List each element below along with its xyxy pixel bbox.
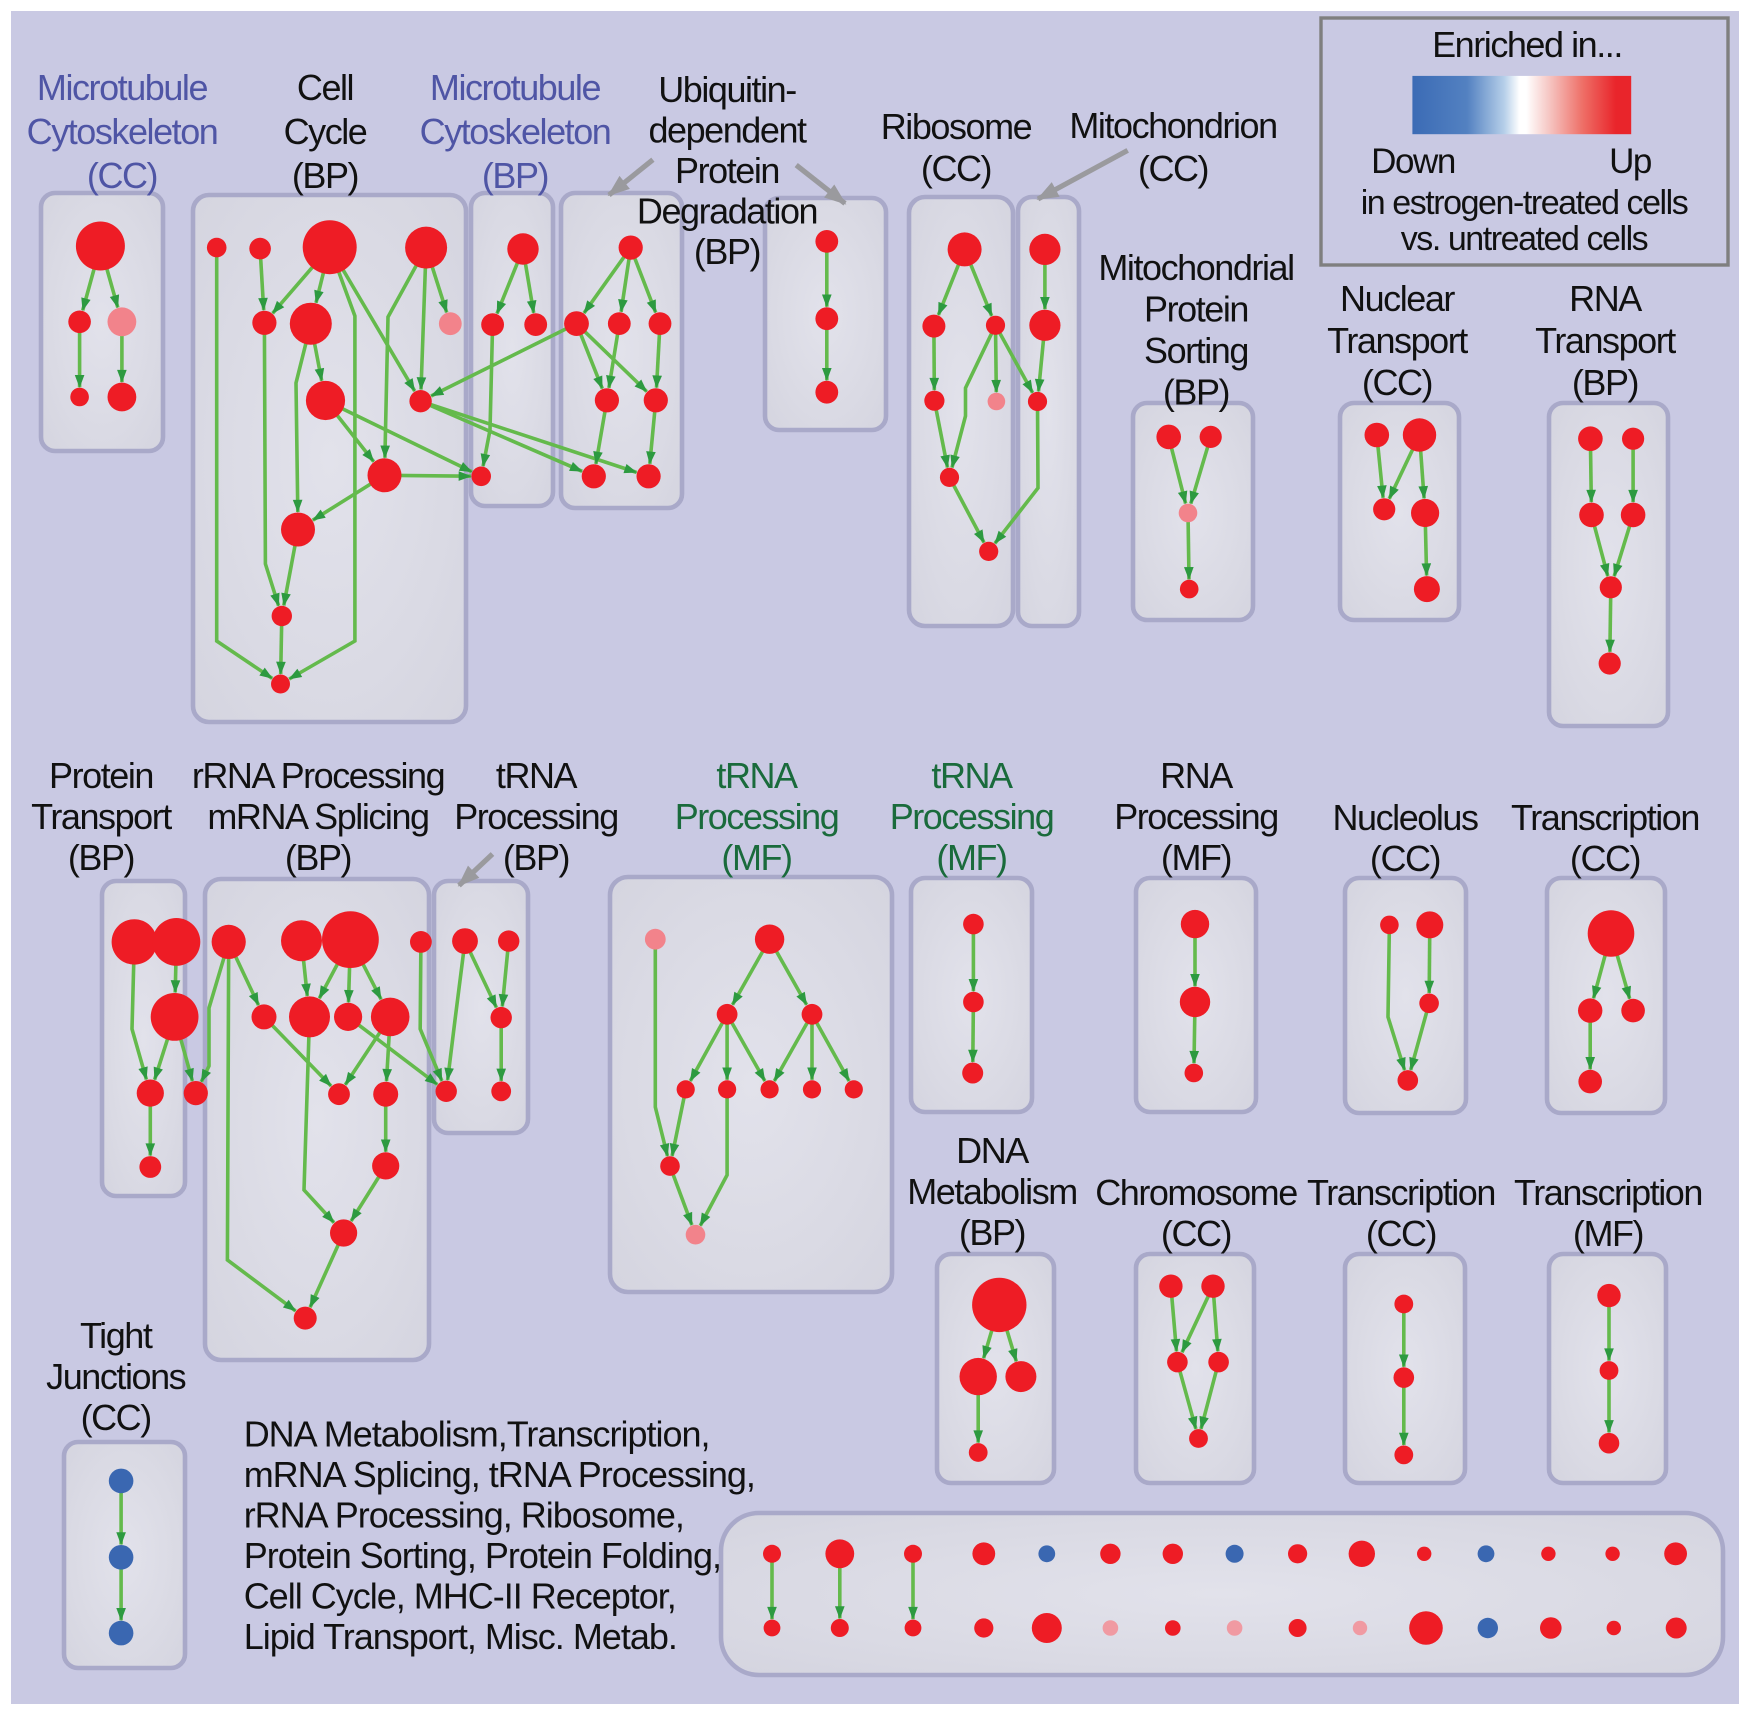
svg-text:(BP): (BP) [1572,362,1638,403]
svg-text:(MF): (MF) [1161,837,1231,878]
svg-text:(CC): (CC) [81,1397,151,1438]
svg-text:Transcription: Transcription [1514,1172,1702,1213]
svg-text:Mitochondrial: Mitochondrial [1098,247,1293,288]
svg-text:(BP): (BP) [694,231,760,272]
svg-text:Processing: Processing [1114,796,1278,837]
svg-text:(MF): (MF) [721,837,791,878]
svg-text:vs. untreated cells: vs. untreated cells [1401,220,1648,258]
svg-text:Cytoskeleton: Cytoskeleton [27,111,218,152]
svg-text:(BP): (BP) [482,155,548,196]
svg-text:Degradation: Degradation [637,191,817,232]
svg-text:Enriched in...: Enriched in... [1432,24,1622,65]
svg-text:Cycle: Cycle [284,111,367,152]
svg-text:(MF): (MF) [1573,1213,1643,1254]
svg-text:Processing: Processing [890,796,1054,837]
svg-text:Sorting: Sorting [1144,330,1248,371]
svg-text:Lipid Transport, Misc. Metab.: Lipid Transport, Misc. Metab. [244,1616,677,1657]
svg-text:mRNA Splicing: mRNA Splicing [207,796,428,837]
svg-text:(CC): (CC) [1366,1213,1436,1254]
svg-text:Chromosome: Chromosome [1095,1172,1297,1213]
svg-text:Transcription: Transcription [1511,797,1699,838]
svg-text:Cytoskeleton: Cytoskeleton [420,111,611,152]
svg-text:Nucleolus: Nucleolus [1332,797,1477,838]
svg-text:DNA: DNA [956,1130,1029,1171]
svg-text:RNA: RNA [1569,278,1642,319]
svg-text:(CC): (CC) [1362,362,1432,403]
svg-text:(BP): (BP) [292,155,358,196]
svg-text:Transport: Transport [1535,320,1676,361]
svg-text:(CC): (CC) [921,148,991,189]
svg-text:(CC): (CC) [1570,838,1640,879]
svg-text:Up: Up [1609,142,1651,181]
svg-text:Nuclear: Nuclear [1340,278,1455,319]
svg-text:RNA: RNA [1160,755,1233,796]
svg-text:(CC): (CC) [87,155,157,196]
svg-text:Protein: Protein [49,755,153,796]
svg-text:(CC): (CC) [1138,148,1208,189]
svg-text:Ribosome: Ribosome [881,106,1032,147]
svg-text:Microtubule: Microtubule [430,67,601,108]
svg-text:Tight: Tight [80,1315,153,1356]
svg-text:DNA Metabolism,Transcription,: DNA Metabolism,Transcription, [244,1414,710,1455]
svg-text:Cell Cycle, MHC-II Receptor,: Cell Cycle, MHC-II Receptor, [244,1576,676,1617]
svg-text:Transcription: Transcription [1307,1172,1495,1213]
svg-text:Transport: Transport [31,796,172,837]
svg-text:(BP): (BP) [1163,372,1229,413]
svg-text:(BP): (BP) [503,837,569,878]
svg-text:Metabolism: Metabolism [907,1171,1077,1212]
svg-text:tRNA: tRNA [716,755,798,796]
svg-text:Protein Sorting, Protein Foldi: Protein Sorting, Protein Folding, [244,1535,721,1576]
svg-text:Down: Down [1371,142,1455,181]
svg-text:tRNA: tRNA [931,755,1013,796]
svg-text:Junctions: Junctions [46,1356,185,1397]
svg-text:Mitochondrion: Mitochondrion [1069,105,1276,146]
svg-text:Processing: Processing [454,796,618,837]
svg-text:Protein: Protein [1144,289,1248,330]
svg-text:Ubiquitin-: Ubiquitin- [658,69,796,110]
svg-text:(BP): (BP) [285,837,351,878]
svg-text:(CC): (CC) [1161,1213,1231,1254]
svg-text:Cell: Cell [297,67,353,108]
svg-text:rRNA Processing, Ribosome,: rRNA Processing, Ribosome, [244,1495,684,1536]
svg-text:rRNA Processing: rRNA Processing [192,755,444,796]
svg-text:tRNA: tRNA [496,755,578,796]
svg-text:Microtubule: Microtubule [37,67,208,108]
svg-text:(CC): (CC) [1370,838,1440,879]
svg-text:in estrogen-treated cells: in estrogen-treated cells [1361,184,1688,222]
svg-text:Transport: Transport [1327,320,1468,361]
svg-text:dependent: dependent [648,110,807,151]
svg-text:(BP): (BP) [68,837,134,878]
svg-text:(MF): (MF) [936,837,1006,878]
svg-text:mRNA Splicing, tRNA Processing: mRNA Splicing, tRNA Processing, [244,1454,755,1495]
svg-text:Protein: Protein [675,150,779,191]
svg-text:(BP): (BP) [959,1212,1025,1253]
svg-text:Processing: Processing [675,796,839,837]
